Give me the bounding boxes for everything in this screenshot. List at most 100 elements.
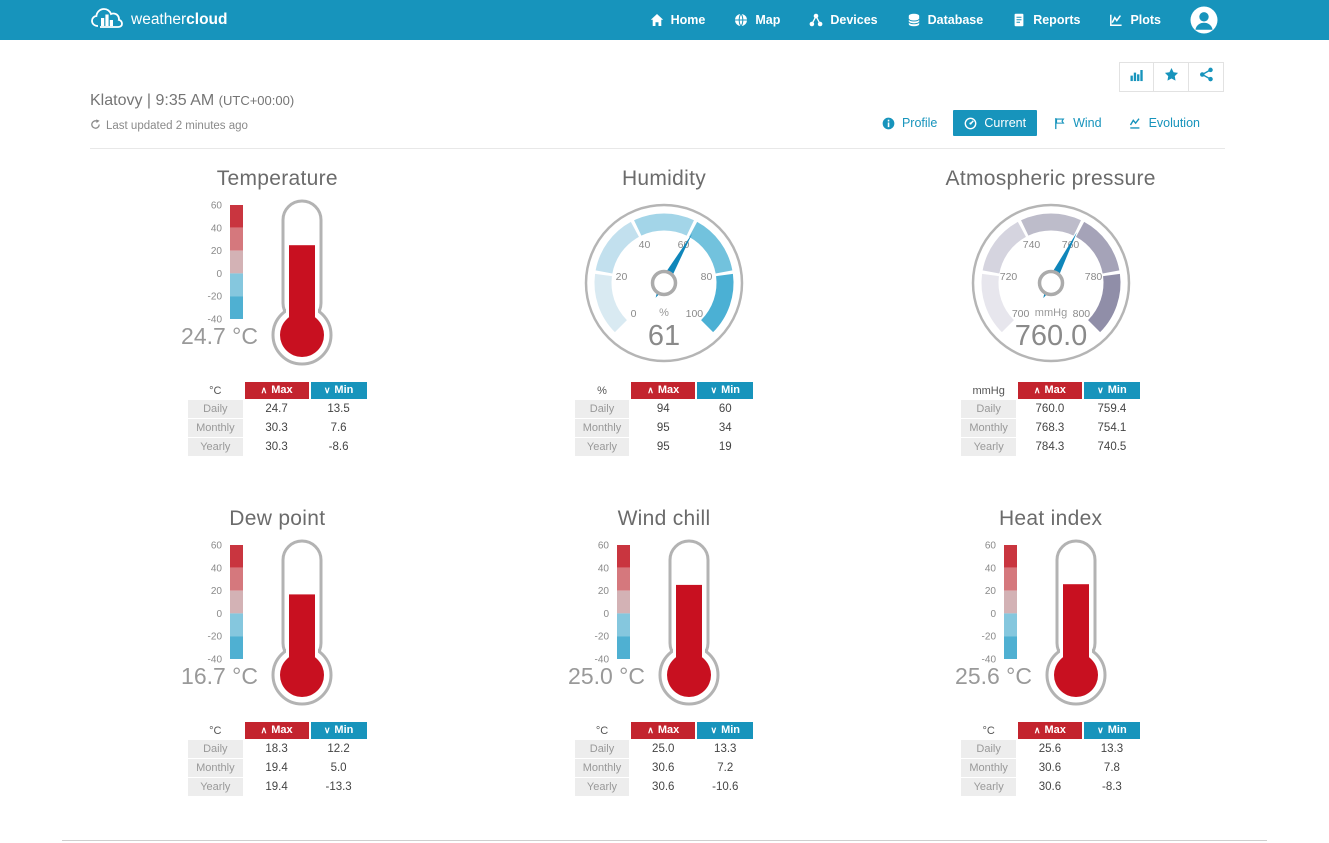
nav-item-label: Database — [927, 13, 984, 27]
svg-text:0: 0 — [603, 609, 609, 620]
row-label: Yearly — [574, 438, 630, 456]
gauge-unit: mmHg — [1034, 307, 1066, 319]
max-value: 784.3 — [1035, 441, 1065, 453]
svg-text:100: 100 — [686, 308, 704, 320]
panel-title: Humidity — [621, 167, 707, 190]
chevron-up-icon: ∧ — [647, 725, 654, 735]
thermometer-mercury — [280, 245, 325, 357]
svg-text:700: 700 — [1011, 308, 1029, 320]
row-label: Monthly — [961, 759, 1016, 777]
svg-text:740: 740 — [1022, 239, 1040, 251]
dial-gauge: 0 20 40 60 80 100%61 — [584, 203, 744, 363]
svg-text:40: 40 — [985, 563, 997, 574]
svg-text:20: 20 — [616, 271, 628, 283]
svg-text:-20: -20 — [208, 632, 223, 643]
table-row: Yearly 30.3 -8.6 — [188, 438, 367, 456]
row-label: Daily — [961, 400, 1016, 418]
gauge-arc-segments — [981, 213, 1121, 333]
svg-text:60: 60 — [985, 541, 997, 552]
thermometer-scale: 60 40 20 0 -20 -40 — [208, 541, 244, 666]
star-icon — [1164, 67, 1179, 87]
svg-text:720: 720 — [999, 271, 1017, 283]
chevron-up-icon: ∧ — [260, 385, 268, 395]
min-value: 19 — [718, 441, 732, 453]
min-value: 13.5 — [327, 403, 350, 415]
row-label: Daily — [961, 740, 1016, 758]
row-label: Monthly — [961, 419, 1016, 437]
gauge-tick-labels: 0 20 40 60 80 100 — [616, 239, 713, 320]
svg-text:0: 0 — [990, 609, 996, 620]
svg-text:-40: -40 — [208, 655, 223, 666]
max-value: 760.0 — [1035, 403, 1065, 415]
min-header: ∨ Min — [1083, 722, 1140, 739]
nav-item-database[interactable]: Database — [907, 13, 984, 27]
share-icon — [1199, 67, 1214, 87]
table-row: Daily 18.3 12.2 — [188, 740, 367, 758]
panel-heat-index: Heat index 60 40 20 0 -20 -40 25.6 °C °C ∧ Max ∨ Min… — [857, 507, 1244, 797]
svg-text:0: 0 — [631, 308, 637, 320]
min-header: ∨ Min — [310, 382, 367, 399]
max-value: 30.6 — [652, 762, 675, 774]
favorite-button[interactable] — [1154, 62, 1189, 92]
unit-header: °C — [209, 384, 222, 397]
database-icon — [907, 13, 921, 27]
chevron-up-icon: ∧ — [260, 725, 268, 735]
table-row: Monthly 19.4 5.0 — [188, 759, 367, 777]
user-avatar[interactable] — [1190, 6, 1218, 34]
tab-evolution[interactable]: Evolution — [1118, 110, 1211, 136]
max-value: 24.7 — [265, 403, 288, 415]
brand-logo[interactable]: weathercloud — [90, 6, 228, 35]
panel-humidity: Humidity 0 20 40 60 80 100% 61% ∧ Max ∨ Min Daily 94 6… — [471, 167, 858, 457]
row-label: Monthly — [574, 759, 630, 777]
table-row: Daily 25.0 13.3 — [574, 740, 754, 758]
max-value: 94 — [656, 403, 670, 415]
min-value: 5.0 — [330, 762, 347, 774]
thermometer-mercury — [666, 584, 711, 697]
tab-label: Profile — [901, 116, 938, 130]
last-updated: Last updated 2 minutes ago — [90, 119, 294, 133]
row-label: Monthly — [188, 759, 243, 777]
table-row: Daily 25.6 13.3 — [961, 740, 1140, 758]
row-label: Yearly — [574, 778, 630, 796]
tab-profile[interactable]: Profile — [871, 110, 948, 136]
line-chart-icon — [1129, 117, 1142, 130]
row-label: Monthly — [188, 419, 243, 437]
nav-item-home[interactable]: Home — [650, 13, 705, 27]
thermometer-mercury — [280, 594, 325, 697]
max-value: 19.4 — [265, 762, 288, 774]
max-value: 30.6 — [1038, 762, 1062, 774]
tab-label: Evolution — [1148, 116, 1200, 130]
svg-text:20: 20 — [211, 246, 223, 257]
min-value: 740.5 — [1097, 441, 1127, 453]
table-row: Monthly 30.6 7.8 — [961, 759, 1140, 777]
stats-button[interactable] — [1119, 62, 1154, 92]
nav-item-label: Map — [755, 13, 781, 27]
tab-wind[interactable]: Wind — [1042, 110, 1112, 136]
svg-text:60: 60 — [211, 541, 223, 552]
svg-text:-40: -40 — [981, 655, 996, 666]
nav-item-map[interactable]: Map — [734, 13, 780, 27]
nav-item-devices[interactable]: Devices — [809, 13, 878, 27]
min-value: 7.2 — [717, 762, 734, 774]
panel-title: Atmospheric pressure — [945, 167, 1156, 190]
svg-text:-20: -20 — [981, 632, 996, 643]
svg-text:40: 40 — [598, 563, 610, 574]
panel-dew-point: Dew point 60 40 20 0 -20 -40 16.7 °C °C ∧ Max ∨ Min D… — [84, 507, 471, 797]
max-header: ∧ Max — [1017, 382, 1082, 399]
panel-wind-chill: Wind chill 60 40 20 0 -20 -40 25.0 °C °C ∧ Max ∨ Min… — [471, 507, 858, 797]
svg-text:800: 800 — [1072, 308, 1090, 320]
nav-item-label: Reports — [1033, 13, 1081, 27]
dial-gauge: 700720740760780800mmHg760.0 — [971, 203, 1130, 363]
share-button[interactable] — [1189, 62, 1224, 92]
tab-current[interactable]: Current — [953, 110, 1038, 136]
unit-header: °C — [982, 724, 995, 737]
globe-icon — [734, 13, 748, 27]
max-value: 30.3 — [265, 441, 288, 453]
panel-value: 760.0 — [1014, 320, 1087, 352]
table-row: Daily 760.0 759.4 — [961, 400, 1140, 418]
nav-item-plots[interactable]: Plots — [1109, 13, 1161, 27]
nav-item-reports[interactable]: Reports — [1012, 13, 1080, 27]
info-icon — [882, 117, 895, 130]
